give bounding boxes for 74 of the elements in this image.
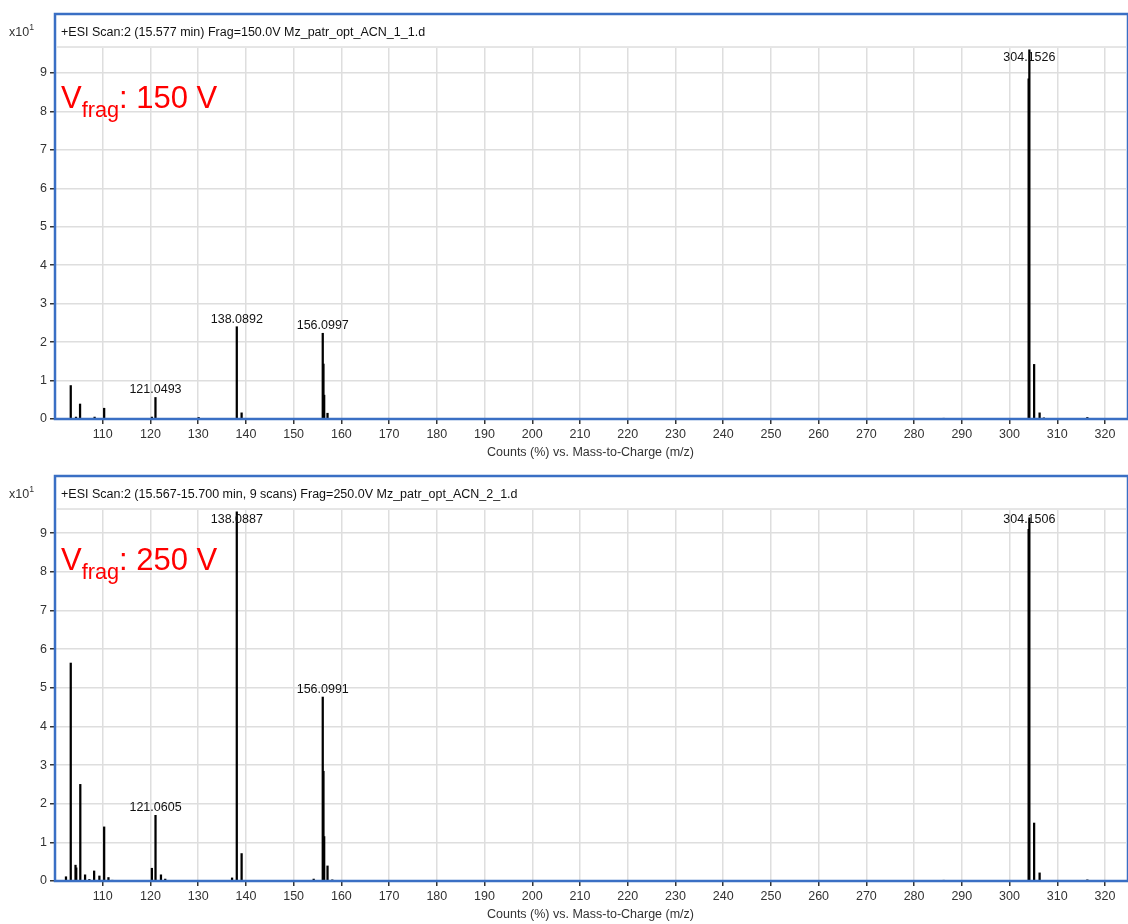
x-tick-label: 150 [283,888,305,903]
y-tick-label: 4 [40,257,48,272]
annotation: 156.0991 [296,682,349,697]
x-tick-label: 210 [569,426,591,441]
x-tick-label: 270 [855,888,877,903]
y-tick-label: 3 [40,296,48,311]
y-tick-label: 3 [40,757,48,772]
y-tick-label: 7 [40,142,48,157]
x-tick-label: 110 [92,426,113,441]
x-tick-label: 170 [378,888,400,903]
annotation: 156.0997 [296,318,349,333]
x-axis-title: Counts (%) vs. Mass-to-Charge (m/z) [487,444,694,459]
x-tick-label: 250 [760,426,782,441]
x-tick-label: 250 [760,888,782,903]
y-tick-label: 9 [40,65,48,80]
x-tick-label: 140 [235,426,257,441]
x-tick-label: 190 [474,426,496,441]
x-tick-label: 230 [665,888,686,903]
y-tick-label: 1 [40,373,48,388]
x-tick-label: 170 [378,426,400,441]
x-tick-label: 180 [426,888,448,903]
x-tick-label: 240 [712,426,734,441]
x-tick-label: 130 [187,426,209,441]
x-tick-label: 200 [521,888,543,903]
x-tick-label: 290 [951,426,973,441]
chart-title: +ESI Scan:2 (15.567-15.700 min, 9 scans) Frag=250.0V Mz_patr_opt_ACN_2_1.d [61,487,518,501]
x-tick-label: 180 [426,426,448,441]
x-tick-label: 280 [903,426,925,441]
x-tick-label: 220 [617,426,639,441]
x-tick-label: 140 [235,888,257,903]
x-tick-label: 260 [808,888,830,903]
y-tick-label: 6 [40,180,48,195]
chart-title: +ESI Scan:2 (15.577 min) Frag=150.0V Mz_patr_opt_ACN_1_1.d [61,25,426,39]
annotation: 304.1506 [1003,512,1056,526]
x-axis-title: Counts (%) vs. Mass-to-Charge (m/z) [487,906,694,921]
x-tick-label: 150 [283,426,305,441]
x-tick-label: 160 [330,888,352,903]
annotation: 121.0605 [129,800,182,815]
x-tick-label: 300 [999,426,1021,441]
y-tick-label: 8 [40,103,48,118]
x-tick-label: 310 [1046,426,1068,441]
x-tick-label: 200 [521,426,543,441]
annotation: 121.0493 [129,382,182,397]
y-tick-label: 1 [40,834,48,849]
x-tick-label: 110 [92,888,113,903]
y-tick-label: 0 [40,873,48,888]
y-tick-label: 5 [40,219,48,234]
x-tick-label: 260 [808,426,830,441]
y-tick-label: 5 [40,680,48,695]
x-tick-label: 290 [951,888,973,903]
x-tick-label: 310 [1046,888,1068,903]
x-tick-label: 270 [855,426,877,441]
x-tick-label: 120 [140,426,161,441]
x-tick-label: 220 [617,888,639,903]
annotation: 138.0892 [210,311,263,326]
x-tick-label: 240 [712,888,734,903]
x-tick-label: 300 [999,888,1021,903]
x-tick-label: 320 [1094,888,1116,903]
y-tick-label: 2 [40,334,48,349]
y-tick-label: 0 [40,411,48,426]
y-tick-label: 9 [40,525,48,540]
x-tick-label: 120 [140,888,161,903]
x-tick-label: 280 [903,888,925,903]
x-tick-label: 130 [187,888,209,903]
x-tick-label: 190 [474,888,496,903]
x-tick-label: 230 [665,426,686,441]
x-tick-label: 160 [330,426,352,441]
x-tick-label: 320 [1094,426,1116,441]
y-tick-label: 7 [40,602,48,617]
x-tick-label: 210 [569,888,591,903]
y-tick-label: 8 [40,564,48,579]
y-tick-label: 4 [40,718,48,733]
y-tick-label: 2 [40,796,48,811]
y-tick-label: 6 [40,641,48,656]
